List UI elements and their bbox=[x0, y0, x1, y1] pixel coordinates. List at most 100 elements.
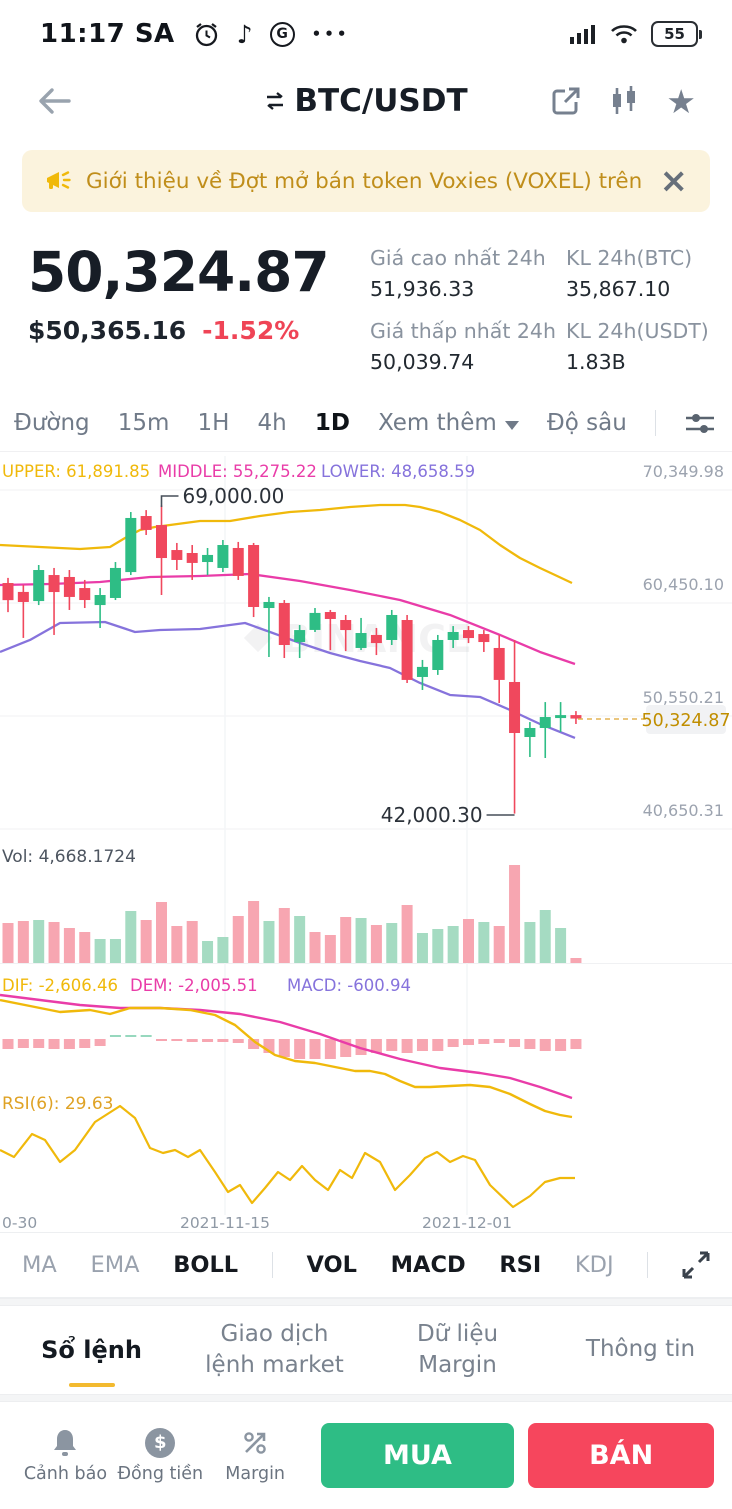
svg-text:42,000.30: 42,000.30 bbox=[381, 803, 483, 827]
vol-usdt-label: KL 24h(USDT) bbox=[566, 319, 709, 343]
tab-line[interactable]: Đường bbox=[14, 410, 90, 436]
fullscreen-expand-icon[interactable] bbox=[682, 1251, 710, 1279]
more-timeframes[interactable]: Xem thêm bbox=[378, 410, 519, 436]
svg-text:0-30: 0-30 bbox=[2, 1214, 37, 1232]
action-bar: Cảnh báo $ Đồng tiền Margin MUA BÁN bbox=[0, 1402, 732, 1509]
indicator-ma[interactable]: MA bbox=[22, 1252, 57, 1278]
section-divider bbox=[0, 1394, 732, 1402]
candles-layer bbox=[2, 505, 582, 814]
section-divider bbox=[0, 1298, 732, 1306]
price-chart-svg[interactable]: BINANCE70,349.9860,450.1050,550.2140,650… bbox=[0, 452, 732, 1232]
high-24h-label: Giá cao nhất 24h bbox=[370, 246, 546, 270]
close-icon[interactable]: × bbox=[659, 161, 689, 201]
indicator-rsi[interactable]: RSI bbox=[499, 1252, 542, 1278]
svg-text:40,650.31: 40,650.31 bbox=[643, 801, 724, 820]
pair-name: BTC/USDT bbox=[294, 83, 468, 119]
timeframe-row: Đường 15m 1H 4h 1D Xem thêm Độ sâu bbox=[0, 395, 732, 452]
coin-tool[interactable]: $ Đồng tiền bbox=[113, 1427, 208, 1484]
high-24h-value: 51,936.33 bbox=[370, 277, 475, 301]
tab-1d[interactable]: 1D bbox=[314, 410, 350, 436]
wifi-icon bbox=[609, 22, 639, 46]
grid-lines bbox=[0, 456, 732, 1215]
last-price: 50,324.87 bbox=[28, 240, 330, 304]
alert-label: Cảnh báo bbox=[23, 1463, 108, 1484]
battery-indicator: 55 bbox=[651, 21, 702, 47]
active-tab-underline bbox=[68, 1382, 115, 1387]
bell-icon bbox=[51, 1428, 79, 1458]
share-icon[interactable] bbox=[550, 85, 582, 117]
vol-btc-value: 35,867.10 bbox=[566, 277, 671, 301]
tab-market-trades[interactable]: Giao dịch lệnh market bbox=[205, 1320, 344, 1378]
pair-swap-icon bbox=[264, 90, 286, 112]
divider bbox=[647, 1252, 649, 1278]
margin-percent-icon bbox=[240, 1428, 270, 1458]
boll-labels: UPPER: 61,891.85 MIDDLE: 55,275.22 LOWER: … bbox=[2, 462, 475, 481]
volume-panel: Vol: 4,668.1724 bbox=[2, 847, 582, 963]
status-bar: 11:17 SA ♪ G ••• 55 bbox=[0, 0, 732, 62]
svg-text:60,450.10: 60,450.10 bbox=[643, 575, 724, 594]
app-header: BTC/USDT ★ bbox=[0, 62, 732, 140]
alarm-clock-icon bbox=[193, 21, 220, 48]
buy-button[interactable]: MUA bbox=[320, 1423, 515, 1488]
macd-panel: DIF: -2,606.46 DEM: -2,005.51 MACD: -600.9… bbox=[0, 976, 582, 1119]
tab-4h[interactable]: 4h bbox=[257, 410, 287, 436]
low-24h-value: 50,039.74 bbox=[370, 350, 475, 374]
divider bbox=[654, 410, 656, 436]
dollar-icon: $ bbox=[145, 1427, 176, 1458]
megaphone-icon bbox=[44, 167, 72, 195]
svg-text:2021-11-15: 2021-11-15 bbox=[180, 1214, 270, 1232]
clock-time: 11:17 SA bbox=[40, 19, 175, 49]
svg-text:DIF: -2,606.46: DIF: -2,606.46 bbox=[2, 976, 118, 995]
tab-depth[interactable]: Độ sâu bbox=[546, 410, 627, 436]
svg-text:MIDDLE: 55,275.22: MIDDLE: 55,275.22 bbox=[158, 462, 317, 481]
tab-margin-data[interactable]: Dữ liệu Margin bbox=[416, 1320, 499, 1378]
coin-label: Đồng tiền bbox=[117, 1463, 204, 1484]
price-section: 50,324.87 $50,365.16 -1.52% Giá cao nhất… bbox=[0, 212, 732, 395]
indicator-macd[interactable]: MACD bbox=[390, 1252, 466, 1278]
y-axis-labels: 70,349.98 60,450.10 50,550.21 40,650.31 bbox=[643, 462, 724, 820]
indicator-boll[interactable]: BOLL bbox=[173, 1252, 239, 1278]
indicator-ema[interactable]: EMA bbox=[90, 1252, 140, 1278]
low-24h-label: Giá thấp nhất 24h bbox=[370, 319, 556, 343]
svg-text:LOWER: 48,658.59: LOWER: 48,658.59 bbox=[321, 462, 475, 481]
tab-order-book[interactable]: Sổ lệnh bbox=[0, 1306, 183, 1394]
svg-text:69,000.00: 69,000.00 bbox=[183, 484, 285, 508]
chart-area[interactable]: BINANCE70,349.9860,450.1050,550.2140,650… bbox=[0, 452, 732, 1232]
alert-tool[interactable]: Cảnh báo bbox=[18, 1428, 113, 1484]
signal-icon bbox=[569, 23, 597, 45]
announcement-banner[interactable]: Giới thiệu về Đợt mở bán token Voxies (V… bbox=[22, 150, 710, 212]
svg-text:70,349.98: 70,349.98 bbox=[643, 462, 724, 481]
svg-text:UPPER: 61,891.85: UPPER: 61,891.85 bbox=[2, 462, 150, 481]
g-app-icon: G bbox=[269, 21, 295, 47]
margin-tool[interactable]: Margin bbox=[208, 1428, 303, 1484]
svg-text:DEM: -2,005.51: DEM: -2,005.51 bbox=[130, 976, 258, 995]
sell-button[interactable]: BÁN bbox=[528, 1423, 715, 1488]
indicator-bar: MA EMA BOLL VOL MACD RSI KDJ bbox=[0, 1232, 732, 1298]
back-button[interactable] bbox=[36, 84, 74, 118]
svg-text:Vol: 4,668.1724: Vol: 4,668.1724 bbox=[2, 847, 136, 867]
indicator-kdj[interactable]: KDJ bbox=[574, 1252, 614, 1278]
chart-settings-icon[interactable] bbox=[684, 410, 716, 436]
banner-text: Giới thiệu về Đợt mở bán token Voxies (V… bbox=[86, 168, 643, 194]
bottom-tabs: Sổ lệnh Giao dịch lệnh market Dữ liệu Marg… bbox=[0, 1306, 732, 1394]
svg-text:50,550.21: 50,550.21 bbox=[643, 688, 724, 707]
vol-usdt-value: 1.83B bbox=[566, 350, 626, 374]
battery-level: 55 bbox=[664, 25, 685, 43]
svg-text:MACD: -600.94: MACD: -600.94 bbox=[287, 976, 411, 995]
svg-text:RSI(6): 29.63: RSI(6): 29.63 bbox=[2, 1094, 114, 1114]
more-notifications-icon: ••• bbox=[311, 25, 350, 43]
margin-label: Margin bbox=[225, 1463, 286, 1484]
fiat-price: $50,365.16 bbox=[28, 315, 187, 345]
tab-1h[interactable]: 1H bbox=[197, 410, 230, 436]
candlestick-chart-icon[interactable] bbox=[609, 85, 639, 117]
indicator-vol[interactable]: VOL bbox=[306, 1252, 357, 1278]
divider bbox=[271, 1252, 273, 1278]
chevron-down-icon bbox=[504, 421, 519, 430]
favorite-star-icon[interactable]: ★ bbox=[666, 81, 696, 121]
svg-text:2021-12-01: 2021-12-01 bbox=[422, 1214, 512, 1232]
change-percent: -1.52% bbox=[202, 315, 300, 345]
tab-15m[interactable]: 15m bbox=[117, 410, 170, 436]
tab-info[interactable]: Thông tin bbox=[585, 1336, 696, 1363]
price-annotations: 69,000.00 42,000.30 50,324.87 bbox=[160, 484, 731, 827]
vol-btc-label: KL 24h(BTC) bbox=[566, 246, 693, 270]
